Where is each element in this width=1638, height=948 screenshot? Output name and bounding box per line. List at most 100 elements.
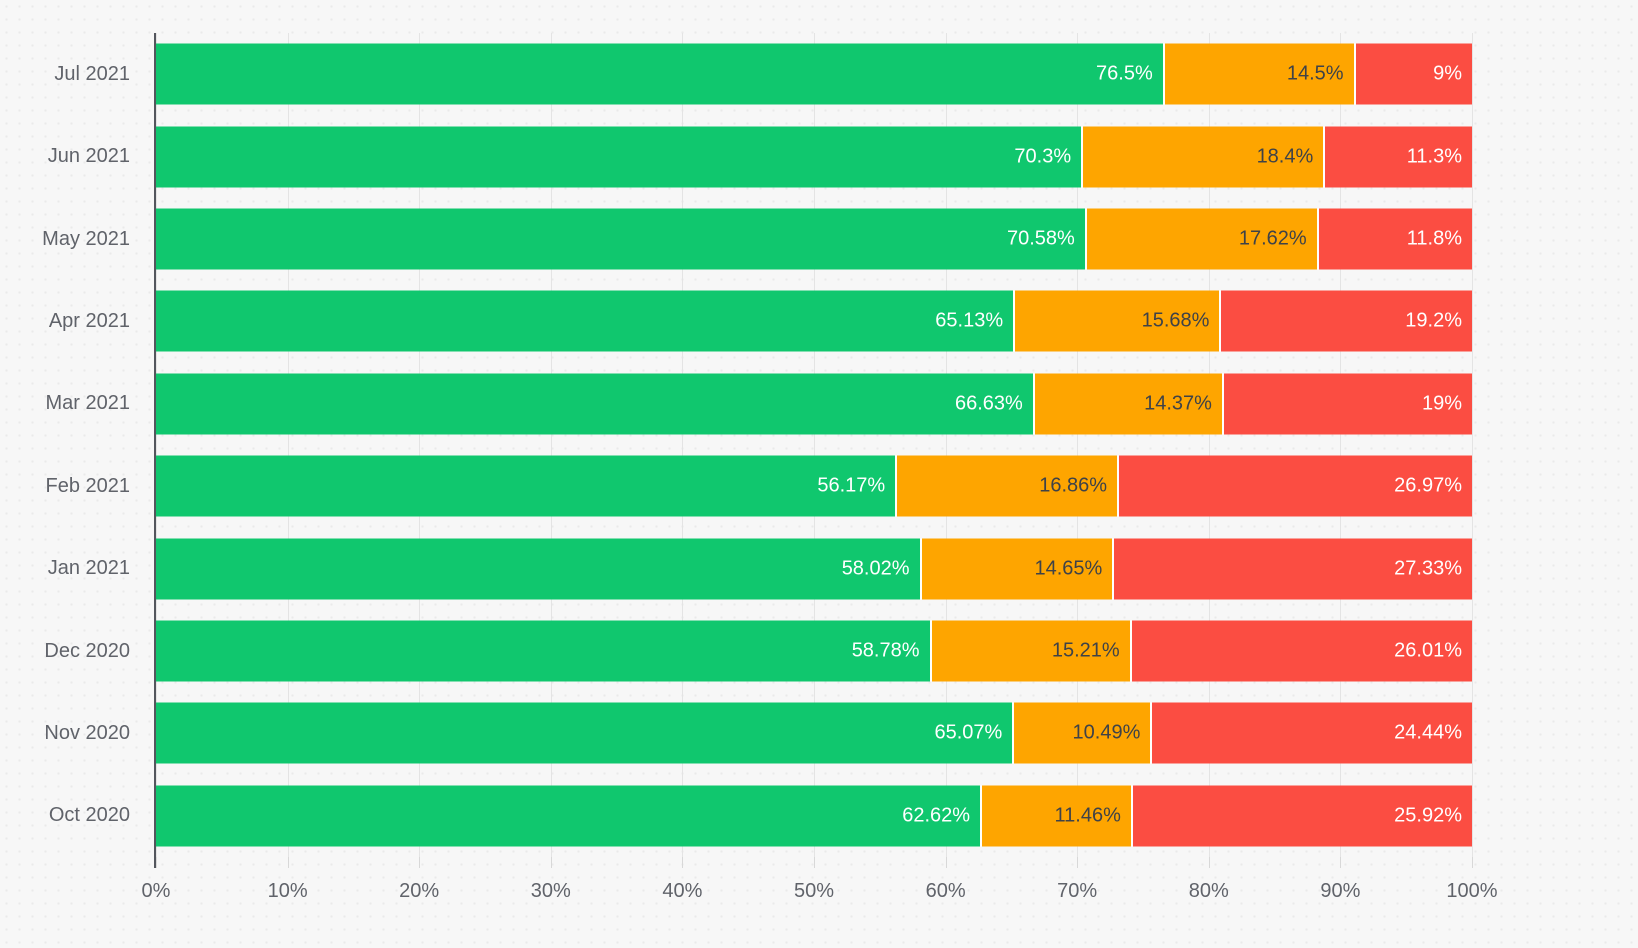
- segment-value-label: 66.63%: [955, 392, 1023, 415]
- segment-value-label: 26.97%: [1394, 474, 1462, 497]
- segment-value-label: 17.62%: [1238, 227, 1307, 250]
- bar-segment-red[interactable]: 25.92%: [1130, 785, 1472, 847]
- bar-segment-green[interactable]: 62.62%: [156, 785, 981, 847]
- y-axis-line: [154, 33, 156, 868]
- bar-segment-amber[interactable]: 17.62%: [1084, 208, 1317, 270]
- axis-tick-mark: [1077, 857, 1079, 868]
- segment-value-label: 19.2%: [1405, 309, 1462, 332]
- segment-value-label: 65.07%: [934, 721, 1003, 744]
- bar-segment-amber[interactable]: 14.37%: [1032, 373, 1222, 435]
- x-axis-tick-label: 90%: [1320, 880, 1361, 902]
- bar-segment-amber[interactable]: 15.21%: [929, 620, 1130, 682]
- x-axis-tick-label: 60%: [925, 880, 966, 902]
- segment-value-label: 25.92%: [1394, 804, 1462, 827]
- y-axis-category-label: Jan 2021: [47, 557, 130, 580]
- segment-value-label: 24.44%: [1394, 721, 1462, 744]
- bar-segment-amber[interactable]: 15.68%: [1013, 290, 1220, 352]
- segment-value-label: 10.49%: [1072, 721, 1141, 744]
- axis-tick-mark: [1472, 857, 1473, 868]
- x-axis-tick-label: 70%: [1057, 880, 1098, 902]
- bar-row: 56.17% 16.86% 26.97%: [156, 445, 1472, 527]
- axis-tick-mark: [945, 857, 947, 868]
- x-axis-tick-label: 30%: [530, 880, 571, 902]
- segment-value-label: 27.33%: [1394, 557, 1462, 580]
- bar-segment-red[interactable]: 26.97%: [1117, 455, 1472, 517]
- axis-tick-mark: [156, 857, 157, 868]
- bar-row: 66.63% 14.37% 19%: [156, 363, 1472, 445]
- bar-segment-amber[interactable]: 18.4%: [1081, 126, 1324, 188]
- y-axis-category-label: Jun 2021: [47, 145, 130, 168]
- bar-segment-red[interactable]: 24.44%: [1150, 702, 1472, 764]
- bar-segment-red[interactable]: 9%: [1353, 43, 1472, 105]
- bar-segment-green[interactable]: 58.02%: [156, 538, 920, 600]
- bar-segment-red[interactable]: 27.33%: [1112, 538, 1472, 600]
- y-axis-category-label: Mar 2021: [45, 392, 131, 415]
- gridline: [287, 33, 289, 857]
- segment-value-label: 14.5%: [1286, 62, 1344, 85]
- bar-segment-red[interactable]: 11.3%: [1323, 126, 1472, 188]
- bar-segment-red[interactable]: 19%: [1221, 373, 1472, 435]
- axis-tick-mark: [550, 857, 552, 868]
- bar-segment-green[interactable]: 58.78%: [156, 620, 930, 682]
- bar-segment-green[interactable]: 66.63%: [156, 373, 1033, 435]
- bar-segment-green[interactable]: 65.07%: [156, 702, 1013, 764]
- x-axis-tick-label: 10%: [267, 880, 308, 902]
- axis-tick-mark: [419, 857, 421, 868]
- stacked-bar: 62.62% 11.46% 25.92%: [156, 785, 1472, 847]
- x-axis-tick-label: 0%: [141, 880, 171, 902]
- bar-segment-amber[interactable]: 14.5%: [1162, 43, 1354, 105]
- segment-value-label: 70.3%: [1014, 145, 1072, 168]
- gridline: [682, 33, 684, 857]
- gridline: [419, 33, 421, 857]
- stacked-bar: 58.78% 15.21% 26.01%: [156, 620, 1472, 682]
- x-axis-labels: 0% 10% 20% 30% 40% 50% 60% 70% 80% 90% 100%: [142, 880, 1498, 906]
- y-axis-category-label: May 2021: [42, 227, 130, 250]
- gridline: [945, 33, 947, 857]
- segment-value-label: 9%: [1433, 62, 1462, 85]
- y-axis-labels: Jul 2021 Jun 2021 May 2021 Apr 2021 Mar 2021…: [0, 33, 130, 857]
- bar-row: 76.5% 14.5% 9%: [156, 33, 1472, 115]
- segment-value-label: 65.13%: [935, 309, 1004, 332]
- stacked-bar: 65.07% 10.49% 24.44%: [156, 702, 1472, 764]
- segment-value-label: 11.46%: [1054, 804, 1121, 827]
- bar-segment-amber[interactable]: 11.46%: [980, 785, 1131, 847]
- y-axis-category-label: Feb 2021: [45, 474, 130, 497]
- gridline: [814, 33, 815, 857]
- bar-row: 70.58% 17.62% 11.8%: [156, 198, 1472, 280]
- segment-value-label: 14.37%: [1144, 392, 1212, 415]
- segment-value-label: 14.65%: [1034, 557, 1103, 580]
- bar-segment-red[interactable]: 26.01%: [1129, 620, 1472, 682]
- segment-value-label: 19%: [1421, 392, 1462, 415]
- bar-row: 58.02% 14.65% 27.33%: [156, 527, 1472, 609]
- segment-value-label: 56.17%: [817, 474, 886, 497]
- bar-segment-green[interactable]: 70.58%: [156, 208, 1085, 270]
- plot-area: 76.5% 14.5% 9% 70.3% 18.4% 11.3% 70.58% 17.62…: [156, 33, 1473, 868]
- gridline: [1340, 33, 1342, 857]
- bar-segment-green[interactable]: 76.5%: [156, 43, 1163, 105]
- stacked-bar: 65.13% 15.68% 19.2%: [156, 290, 1472, 352]
- segment-value-label: 62.62%: [902, 804, 971, 827]
- axis-tick-mark: [1340, 857, 1342, 868]
- bar-segment-amber[interactable]: 16.86%: [895, 455, 1118, 517]
- bar-row: 65.07% 10.49% 24.44%: [156, 692, 1472, 774]
- y-axis-category-label: Oct 2020: [48, 804, 130, 827]
- bar-segment-red[interactable]: 11.8%: [1316, 208, 1472, 270]
- bar-segment-green[interactable]: 65.13%: [156, 290, 1014, 352]
- segment-value-label: 58.02%: [841, 557, 910, 580]
- axis-tick-mark: [1208, 857, 1210, 868]
- bar-segment-amber[interactable]: 10.49%: [1012, 702, 1151, 764]
- segment-value-label: 70.58%: [1006, 227, 1075, 250]
- bar-segment-amber[interactable]: 14.65%: [919, 538, 1113, 600]
- axis-tick-mark: [814, 857, 815, 868]
- bar-rows: 76.5% 14.5% 9% 70.3% 18.4% 11.3% 70.58% 17.62…: [156, 33, 1472, 857]
- bar-segment-green[interactable]: 70.3%: [156, 126, 1082, 188]
- bar-segment-green[interactable]: 56.17%: [156, 455, 896, 517]
- segment-value-label: 16.86%: [1039, 474, 1108, 497]
- bar-row: 62.62% 11.46% 25.92%: [156, 775, 1472, 857]
- bar-segment-red[interactable]: 19.2%: [1219, 290, 1472, 352]
- y-axis-category-label: Nov 2020: [44, 721, 130, 744]
- x-axis-tick-label: 80%: [1188, 880, 1229, 902]
- x-axis-tick-label: 100%: [1446, 880, 1498, 902]
- x-axis-tick-label: 50%: [793, 880, 835, 902]
